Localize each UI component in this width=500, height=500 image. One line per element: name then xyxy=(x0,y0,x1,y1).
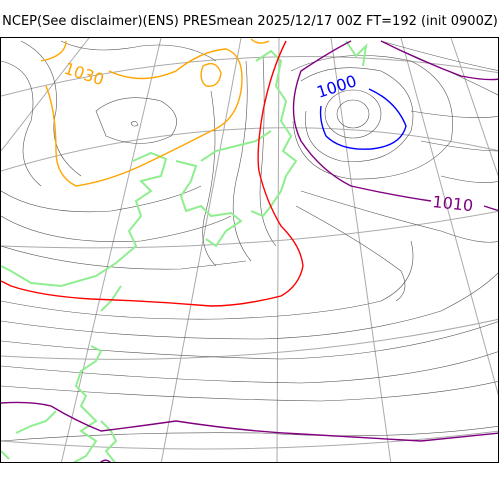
isobar xyxy=(20,40,82,177)
contour-line-1030 xyxy=(250,38,270,44)
meridian-line xyxy=(60,38,162,462)
isobar xyxy=(440,175,498,183)
meridian-line xyxy=(160,38,242,462)
isobar xyxy=(1,381,498,402)
isobar xyxy=(1,60,42,187)
latitude-line xyxy=(1,127,498,172)
isobar xyxy=(1,321,498,360)
contour-1010 xyxy=(1,40,498,462)
isobar xyxy=(1,245,247,270)
label-1000: 1000 xyxy=(314,71,359,102)
contour-line-1020 xyxy=(1,40,304,307)
coastline xyxy=(200,130,272,162)
latitude-line xyxy=(1,210,498,249)
coastlines xyxy=(1,40,368,462)
map-canvas: 1030 1000 1010 xyxy=(1,38,498,462)
isobar xyxy=(295,205,406,302)
coastline xyxy=(100,420,118,462)
coastline xyxy=(1,151,168,288)
coastline xyxy=(175,160,243,248)
isobar xyxy=(1,240,414,320)
contour-line-1030 xyxy=(40,40,67,62)
meridian-line xyxy=(330,38,392,462)
coastline xyxy=(345,40,368,67)
contour-1000 xyxy=(319,88,407,150)
latitude-line xyxy=(1,318,498,360)
isobar xyxy=(1,425,498,442)
isobar xyxy=(336,99,370,129)
isobar xyxy=(95,97,177,144)
coastline xyxy=(1,450,10,460)
meridian-line xyxy=(276,38,280,462)
isobar xyxy=(290,55,453,180)
isobar xyxy=(130,121,139,127)
contour-line-1010 xyxy=(380,40,498,81)
contour-line-1010 xyxy=(483,205,498,212)
coastline xyxy=(100,285,122,312)
isobar xyxy=(1,185,202,213)
label-1010: 1010 xyxy=(432,192,474,215)
coastline xyxy=(72,345,103,462)
label-1030: 1030 xyxy=(62,59,107,90)
contour-1020 xyxy=(1,40,304,307)
isobar xyxy=(300,190,498,243)
contour-line-1010 xyxy=(99,459,111,462)
contour-line-1010 xyxy=(292,40,432,202)
meridian-line xyxy=(1,38,90,152)
isobar xyxy=(202,90,217,267)
isobar xyxy=(259,55,277,247)
contour-line-1030 xyxy=(200,63,222,87)
chart-title: NCEP(See disclaimer)(ENS) PRESmean 2025/… xyxy=(2,14,498,29)
contour-1030 xyxy=(40,38,270,187)
meridian-line xyxy=(450,38,498,177)
isobar xyxy=(232,60,252,262)
isobar xyxy=(60,40,217,62)
meridian-line xyxy=(400,38,498,396)
isobar xyxy=(420,140,498,152)
isobar xyxy=(380,40,498,71)
isobar xyxy=(410,110,498,118)
isobar xyxy=(1,272,498,340)
coastline xyxy=(15,410,57,434)
pressure-map: 1030 1000 1010 xyxy=(0,37,499,463)
isobar xyxy=(1,351,498,384)
contour-line-1010 xyxy=(1,401,498,442)
contour-line-1000 xyxy=(319,88,407,150)
contour-line-1030 xyxy=(45,48,243,187)
latitude-line xyxy=(1,430,498,450)
isobar xyxy=(324,89,382,139)
isobars xyxy=(1,40,498,442)
coastline xyxy=(250,49,298,218)
isobar xyxy=(300,67,414,162)
